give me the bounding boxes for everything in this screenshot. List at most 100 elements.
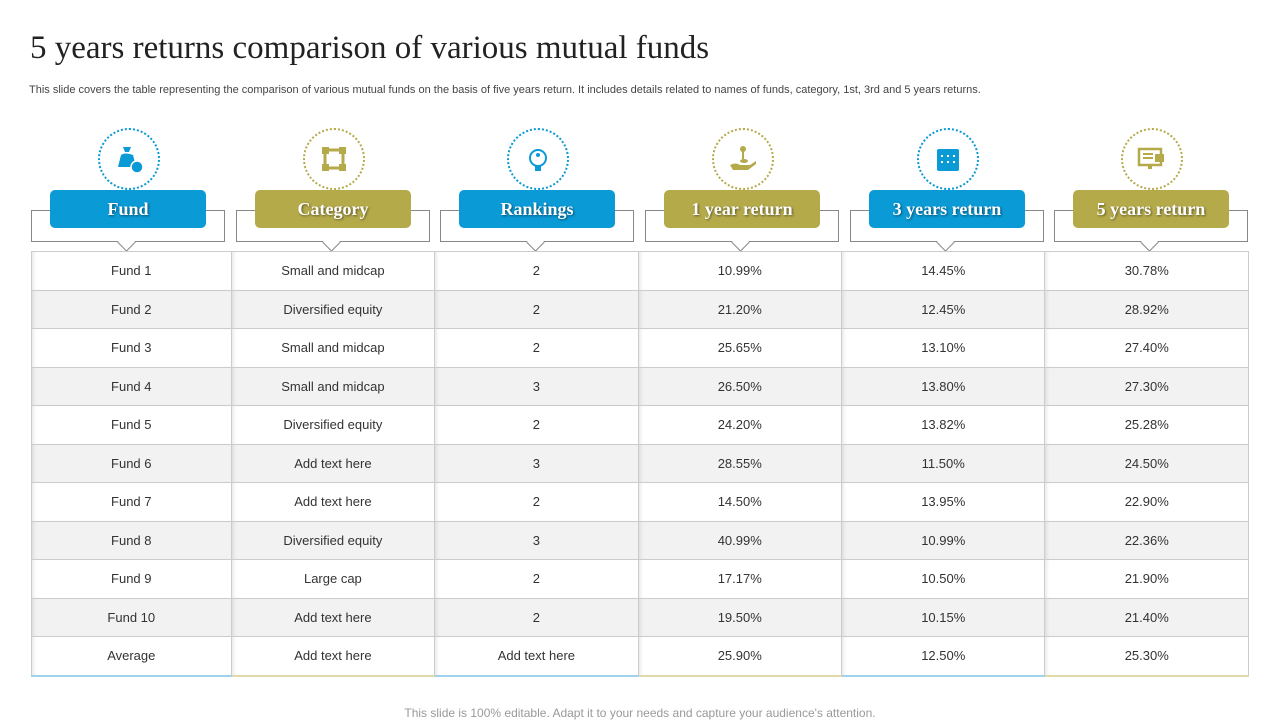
column-header-3: 1 year return	[645, 125, 839, 252]
table-row: Average Add text here Add text here 25.90% 1…	[31, 636, 1249, 677]
header-label: 5 years return	[1073, 190, 1229, 228]
table-cell: 3	[434, 520, 639, 560]
pointer-arrow	[117, 233, 136, 252]
table-cell: 10.99%	[840, 520, 1046, 560]
table-cell: Small and midcap	[230, 328, 436, 368]
table-cell: Fund 10	[31, 597, 232, 637]
table-cell: 17.17%	[637, 559, 843, 599]
table-cell: Fund 2	[31, 289, 232, 329]
table-cell: 10.50%	[840, 559, 1046, 599]
table-cell: Fund 3	[31, 328, 232, 368]
column-header-0: Fund	[31, 125, 225, 252]
table-cell: 26.50%	[637, 366, 843, 406]
table-cell: Large cap	[230, 559, 436, 599]
column-header-1: Category	[236, 125, 430, 252]
table-cell: 2	[434, 251, 639, 291]
table-row: Fund 4 Small and midcap 3 26.50% 13.80% 27.30…	[31, 366, 1249, 406]
table-cell: Add text here	[230, 482, 436, 522]
header-label: 3 years return	[869, 190, 1025, 228]
table-row: Fund 2 Diversified equity 2 21.20% 12.45% 28.…	[31, 289, 1249, 329]
table-cell: 21.90%	[1044, 559, 1249, 599]
table-cell: Fund 8	[31, 520, 232, 560]
pointer-arrow	[1140, 233, 1159, 252]
table-cell: Fund 4	[31, 366, 232, 406]
table-cell: 13.80%	[840, 366, 1046, 406]
table-cell: Diversified equity	[230, 520, 436, 560]
table-cell: 40.99%	[637, 520, 843, 560]
table-cell: 22.90%	[1044, 482, 1249, 522]
funds-table: Fund 1 Small and midcap 2 10.99% 14.45% 30.78…	[31, 251, 1249, 677]
table-cell: Fund 5	[31, 405, 232, 445]
table-cell: 25.28%	[1044, 405, 1249, 445]
page-title: 5 years returns comparison of various mu…	[30, 30, 710, 66]
table-cell: 21.20%	[637, 289, 843, 329]
table-cell: 11.50%	[840, 443, 1046, 483]
footer-note: This slide is 100% editable. Adapt it to…	[404, 706, 876, 720]
table-cell: 13.10%	[840, 328, 1046, 368]
column-header-5: 5 years return	[1054, 125, 1248, 252]
table-cell: Fund 1	[31, 251, 232, 291]
table-cell: 2	[434, 482, 639, 522]
table-cell: Fund 9	[31, 559, 232, 599]
column-header-2: Rankings	[440, 125, 634, 252]
pointer-arrow	[526, 233, 545, 252]
table-cell: Add text here	[230, 597, 436, 637]
table-cell: Fund 6	[31, 443, 232, 483]
table-cell: Small and midcap	[230, 366, 436, 406]
pointer-arrow	[936, 233, 955, 252]
table-cell: 27.40%	[1044, 328, 1249, 368]
monitor-share-icon	[1121, 128, 1183, 190]
pointer-arrow	[731, 233, 750, 252]
table-row: Fund 1 Small and midcap 2 10.99% 14.45% 30.78…	[31, 251, 1249, 291]
table-cell: 25.30%	[1044, 636, 1249, 677]
table-row: Fund 6 Add text here 3 28.55% 11.50% 24.50%	[31, 443, 1249, 483]
grid-nodes-icon	[303, 128, 365, 190]
table-cell: 21.40%	[1044, 597, 1249, 637]
table-cell: 12.45%	[840, 289, 1046, 329]
calendar-icon	[917, 128, 979, 190]
header-label: Category	[255, 190, 411, 228]
hand-plant-coins-icon	[712, 128, 774, 190]
table-cell: 28.92%	[1044, 289, 1249, 329]
table-cell: Add text here	[230, 443, 436, 483]
table-cell: 2	[434, 597, 639, 637]
table-cell: 2	[434, 328, 639, 368]
table-cell: 10.99%	[637, 251, 843, 291]
table-cell: 2	[434, 405, 639, 445]
table-cell: 22.36%	[1044, 520, 1249, 560]
table-cell: 24.50%	[1044, 443, 1249, 483]
header-label: Fund	[50, 190, 206, 228]
table-cell: 30.78%	[1044, 251, 1249, 291]
table-cell: 13.95%	[840, 482, 1046, 522]
table-cell: Small and midcap	[230, 251, 436, 291]
table-row: Fund 5 Diversified equity 2 24.20% 13.82% 25.…	[31, 405, 1249, 445]
table-cell: Add text here	[230, 636, 436, 677]
header-label: Rankings	[459, 190, 615, 228]
table-cell: 13.82%	[840, 405, 1046, 445]
table-cell: 12.50%	[840, 636, 1046, 677]
table-cell: 14.50%	[637, 482, 843, 522]
page-subtitle: This slide covers the table representing…	[29, 84, 981, 96]
table-cell: 3	[434, 443, 639, 483]
column-header-4: 3 years return	[850, 125, 1044, 252]
table-cell: 2	[434, 559, 639, 599]
table-row: Fund 8 Diversified equity 3 40.99% 10.99% 22.…	[31, 520, 1249, 560]
table-cell: Diversified equity	[230, 405, 436, 445]
table-row: Fund 10 Add text here 2 19.50% 10.15% 21.40%	[31, 597, 1249, 637]
table-row: Fund 9 Large cap 2 17.17% 10.50% 21.90%	[31, 559, 1249, 599]
table-row: Fund 3 Small and midcap 2 25.65% 13.10% 27.40…	[31, 328, 1249, 368]
table-cell: 28.55%	[637, 443, 843, 483]
table-cell: 14.45%	[840, 251, 1046, 291]
table-cell: Diversified equity	[230, 289, 436, 329]
table-cell: 25.65%	[637, 328, 843, 368]
table-row: Fund 7 Add text here 2 14.50% 13.95% 22.90%	[31, 482, 1249, 522]
table-cell: 27.30%	[1044, 366, 1249, 406]
table-cell: 2	[434, 289, 639, 329]
table-cell: 3	[434, 366, 639, 406]
table-cell: 19.50%	[637, 597, 843, 637]
pointer-arrow	[322, 233, 341, 252]
table-cell: Add text here	[434, 636, 639, 677]
table-cell: 24.20%	[637, 405, 843, 445]
lightbulb-person-icon	[507, 128, 569, 190]
table-cell: Fund 7	[31, 482, 232, 522]
